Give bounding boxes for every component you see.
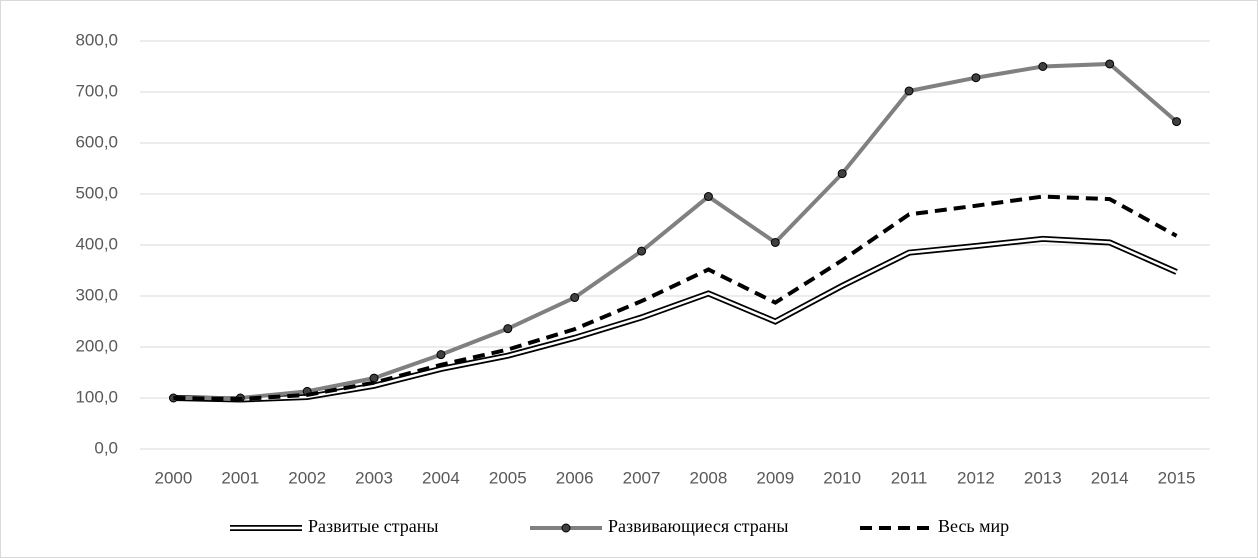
y-tick-label: 200,0 bbox=[75, 336, 118, 355]
point-marker bbox=[570, 293, 580, 303]
legend-marker bbox=[561, 523, 571, 533]
point-marker bbox=[503, 324, 513, 334]
point-marker bbox=[837, 169, 847, 179]
legend-label: Развивающиеся страны bbox=[608, 516, 788, 536]
x-tick-label: 2008 bbox=[690, 468, 728, 487]
x-tick-label: 2005 bbox=[489, 468, 527, 487]
x-tick-label: 2010 bbox=[823, 468, 861, 487]
x-tick-label: 2004 bbox=[422, 468, 460, 487]
series-group bbox=[173, 194, 1178, 402]
y-tick-label: 100,0 bbox=[75, 387, 118, 406]
series-group bbox=[168, 59, 1182, 403]
legend-item: Весь мир bbox=[860, 516, 1009, 536]
point-marker bbox=[904, 86, 914, 96]
x-tick-label: 2000 bbox=[155, 468, 193, 487]
legend-item: Развивающиеся страны bbox=[530, 516, 788, 536]
x-tick-label: 2009 bbox=[756, 468, 794, 487]
point-marker bbox=[703, 192, 713, 202]
line-series bbox=[173, 194, 1178, 402]
point-marker bbox=[1038, 62, 1048, 71]
x-tick-label: 2014 bbox=[1091, 468, 1129, 487]
legend-label: Развитые страны bbox=[308, 516, 438, 536]
x-tick-label: 2003 bbox=[355, 468, 393, 487]
y-tick-label: 300,0 bbox=[75, 285, 118, 304]
y-tick-label: 500,0 bbox=[75, 183, 118, 202]
x-tick-label: 2015 bbox=[1158, 468, 1196, 487]
y-tick-label: 0,0 bbox=[94, 438, 118, 457]
point-marker bbox=[369, 373, 379, 383]
line-series bbox=[173, 61, 1178, 400]
y-tick-label: 600,0 bbox=[75, 132, 118, 151]
point-marker bbox=[1172, 117, 1182, 127]
y-tick-label: 400,0 bbox=[75, 234, 118, 253]
point-marker bbox=[637, 246, 647, 256]
x-tick-label: 2011 bbox=[891, 468, 928, 487]
y-tick-label: 700,0 bbox=[75, 81, 118, 100]
legend-label: Весь мир bbox=[938, 516, 1009, 536]
legend-item: Развитые страны bbox=[230, 516, 438, 536]
x-tick-label: 2001 bbox=[221, 468, 259, 487]
x-tick-label: 2013 bbox=[1024, 468, 1062, 487]
point-marker bbox=[971, 73, 981, 83]
point-marker bbox=[1105, 59, 1115, 69]
series-group bbox=[173, 235, 1178, 403]
x-tick-label: 2007 bbox=[623, 468, 661, 487]
line-series-inner bbox=[173, 237, 1178, 401]
point-marker bbox=[436, 350, 446, 360]
x-tick-label: 2002 bbox=[288, 468, 326, 487]
point-marker bbox=[770, 237, 780, 247]
x-tick-label: 2012 bbox=[957, 468, 995, 487]
y-tick-label: 800,0 bbox=[75, 30, 118, 49]
x-tick-label: 2006 bbox=[556, 468, 594, 487]
